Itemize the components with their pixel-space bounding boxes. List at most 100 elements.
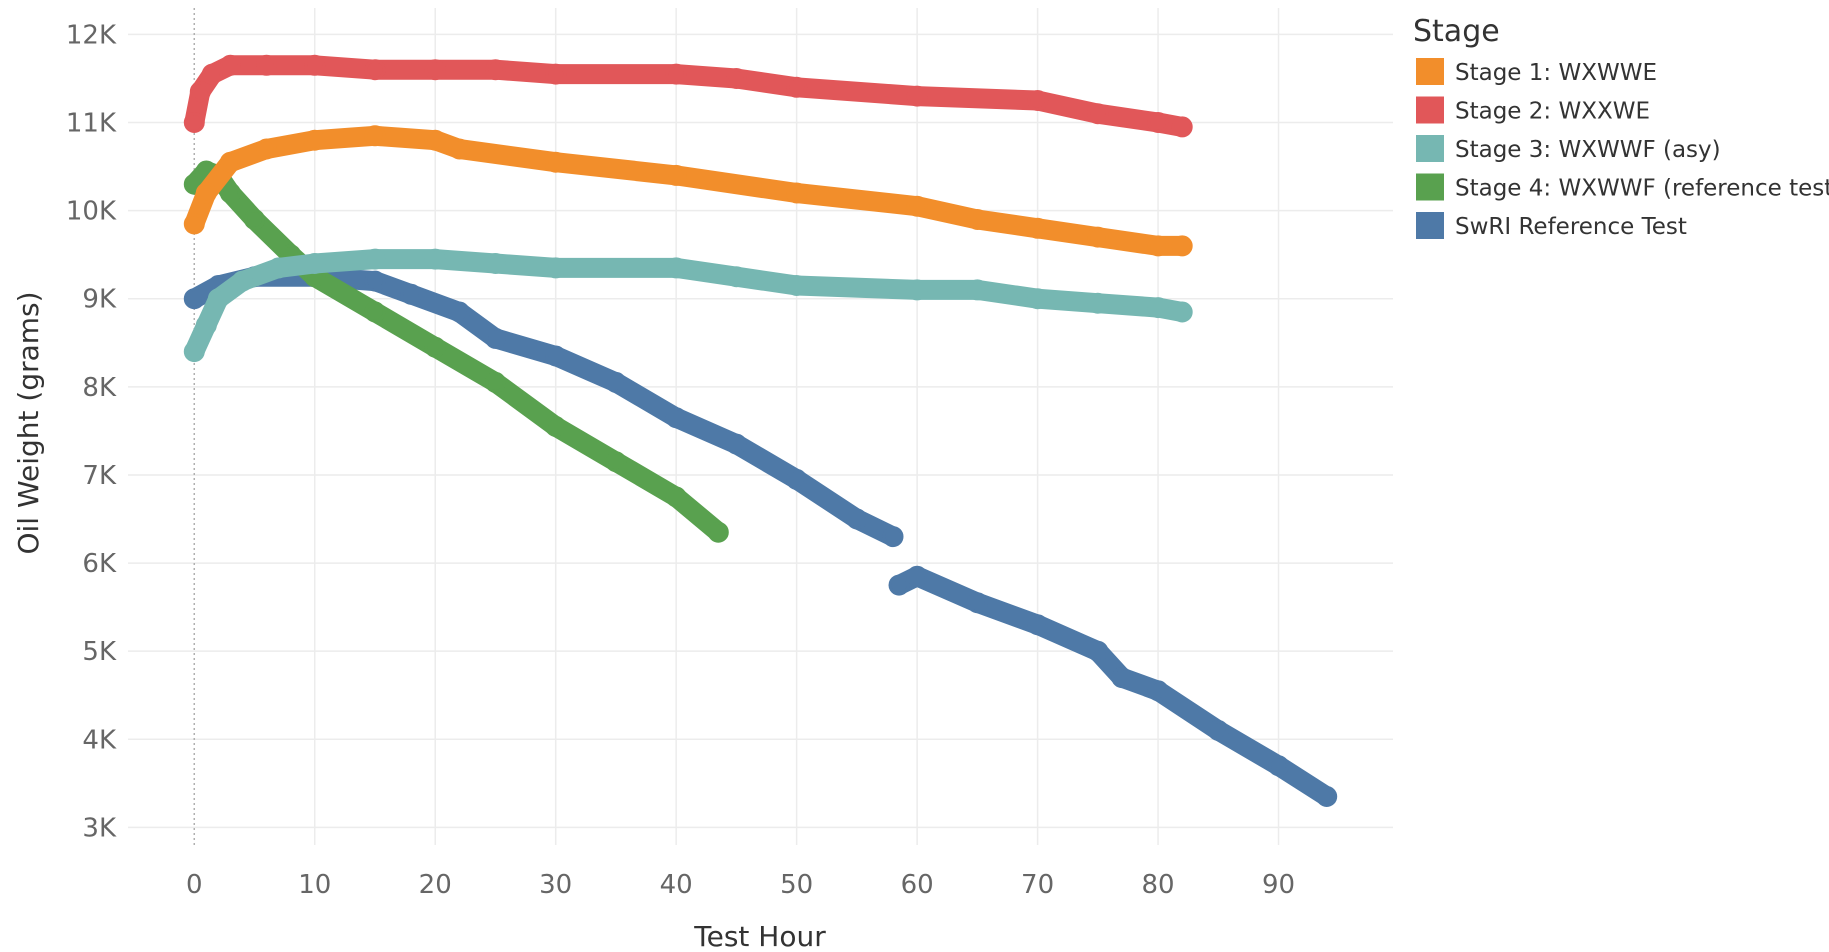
data-point <box>195 182 217 204</box>
legend-item: SwRI Reference Test <box>1416 212 1687 240</box>
data-point <box>1027 90 1049 111</box>
y-axis-title: Oil Weight (grams) <box>12 291 45 554</box>
data-point <box>485 327 506 349</box>
data-point <box>195 314 217 336</box>
data-point <box>1147 235 1169 257</box>
data-point <box>906 85 928 107</box>
data-point <box>232 270 253 292</box>
data-point <box>966 209 988 230</box>
legend-swatch <box>1416 212 1444 239</box>
data-point <box>304 129 326 151</box>
data-point <box>786 468 808 490</box>
data-point <box>1027 288 1049 310</box>
y-tick-label: 6K <box>82 549 117 579</box>
data-point <box>906 195 928 217</box>
data-point <box>1147 297 1169 319</box>
series-line-stage-2-wxxwe-0 <box>184 55 1193 137</box>
data-point <box>207 288 229 310</box>
data-point <box>448 138 470 160</box>
x-tick-label: 90 <box>1262 870 1295 900</box>
data-point <box>1147 112 1169 133</box>
data-point <box>448 301 470 323</box>
data-point <box>545 345 567 367</box>
data-point <box>424 336 446 358</box>
data-point <box>665 486 687 508</box>
data-point <box>906 565 928 587</box>
data-point <box>189 81 211 103</box>
y-tick-label: 3K <box>82 813 117 843</box>
legend-swatch <box>1416 58 1444 85</box>
legend-swatch <box>1416 96 1444 124</box>
data-point <box>1087 103 1109 125</box>
data-point <box>244 209 265 230</box>
data-point <box>1087 292 1109 314</box>
data-point <box>364 301 386 323</box>
data-point <box>364 248 386 270</box>
legend-label: Stage 4: WXWWF (reference test) <box>1455 176 1829 202</box>
data-point <box>1316 786 1338 807</box>
legend-item: Stage 1: WXWWE <box>1416 58 1657 86</box>
data-point <box>966 279 988 301</box>
data-point <box>1171 116 1193 138</box>
data-point <box>707 521 729 543</box>
data-point <box>888 574 910 596</box>
y-tick-label: 10K <box>66 197 117 227</box>
data-point <box>424 129 446 151</box>
data-point <box>725 433 747 455</box>
data-point <box>304 253 326 274</box>
data-point <box>1111 667 1133 689</box>
data-point <box>966 592 988 614</box>
legend-title: Stage <box>1413 14 1500 49</box>
series-line-stage-4-wxwwf-reference-test-0 <box>184 161 729 543</box>
data-point <box>400 283 422 305</box>
y-tick-label: 5K <box>82 637 117 667</box>
data-point <box>219 54 241 76</box>
data-point <box>1087 226 1109 248</box>
x-tick-label: 20 <box>419 870 452 900</box>
data-point <box>1207 720 1229 741</box>
series-line-stage-1-wxwwe-0 <box>184 125 1193 256</box>
x-tick-label: 70 <box>1021 870 1054 900</box>
data-point <box>485 371 506 393</box>
data-point <box>364 270 386 292</box>
x-tick-label: 80 <box>1142 870 1175 900</box>
data-point <box>268 257 290 279</box>
data-point <box>786 275 808 296</box>
data-point <box>256 54 277 76</box>
x-tick-label: 50 <box>780 870 813 900</box>
data-point <box>256 138 277 160</box>
data-point <box>1147 680 1169 702</box>
y-axis-ticks: 3K 4K 5K 6K 7K 8K 9K 10K 11K 12K <box>66 20 117 843</box>
x-tick-label: 10 <box>298 870 331 900</box>
data-point <box>485 253 506 274</box>
data-point <box>364 125 386 147</box>
data-point <box>882 526 904 548</box>
data-point <box>786 182 808 204</box>
data-point <box>424 59 446 81</box>
data-point <box>219 151 241 173</box>
data-point <box>665 257 687 279</box>
data-point <box>545 151 567 173</box>
data-point <box>786 76 808 98</box>
data-point <box>1027 614 1049 636</box>
series-layer <box>183 54 1338 807</box>
legend-label: SwRI Reference Test <box>1455 214 1687 240</box>
legend-swatch <box>1416 173 1444 201</box>
series-stage-2-wxxwe <box>183 54 1193 138</box>
data-point <box>183 341 205 363</box>
data-point <box>424 248 446 270</box>
series-stage-1-wxwwe <box>183 125 1193 257</box>
data-point <box>304 54 326 76</box>
data-point <box>183 288 205 310</box>
series-stage-4-wxwwf-reference-test <box>183 160 729 543</box>
y-tick-label: 4K <box>82 725 117 755</box>
legend-swatch <box>1416 135 1444 162</box>
x-tick-label: 0 <box>186 870 203 900</box>
data-point <box>545 416 567 437</box>
data-point <box>605 371 627 393</box>
x-tick-label: 30 <box>539 870 572 900</box>
legend-label: Stage 3: WXWWF (asy) <box>1455 137 1721 163</box>
y-tick-label: 8K <box>82 373 117 403</box>
